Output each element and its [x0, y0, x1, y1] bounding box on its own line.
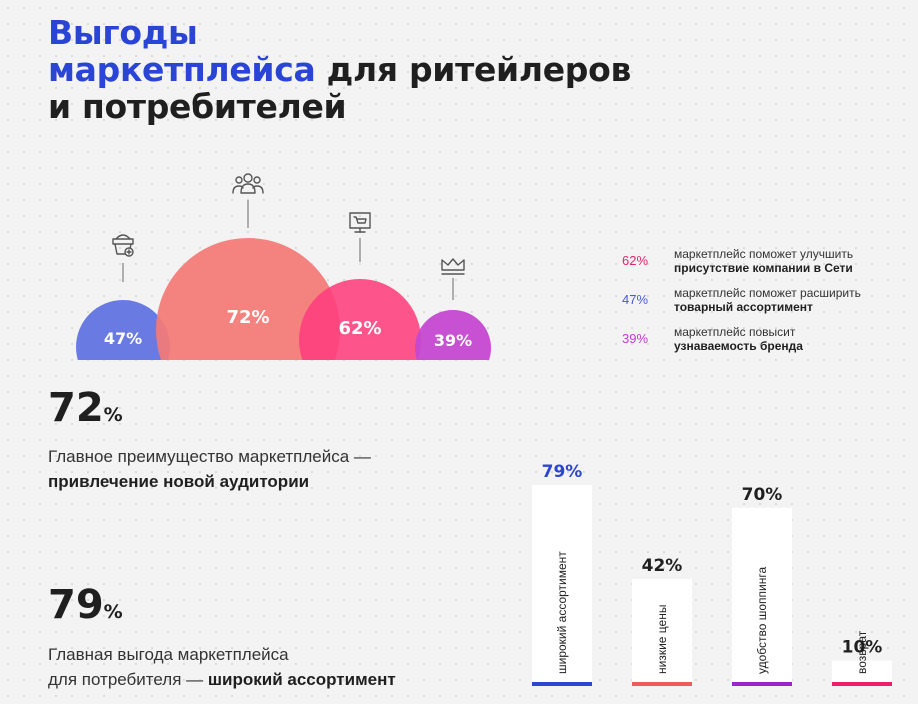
- legend-line-1: маркетплейс поможет улучшить: [674, 247, 854, 261]
- stat-79-unit: %: [103, 601, 123, 623]
- bar-chart: 79% широкий ассортимент 42% низкие цены 70% у…: [532, 462, 892, 686]
- audience-icon: [232, 173, 264, 194]
- bubble-47: [76, 300, 170, 360]
- title-line-1: Выгоды: [48, 13, 198, 52]
- shopping-basket-icon: [112, 234, 134, 257]
- bar: [732, 507, 792, 686]
- title-highlight: маркетплейса: [48, 50, 316, 89]
- legend-item: 62% маркетплейс поможет улучшить присутс…: [622, 247, 912, 275]
- title-line-2-rest: для ритейлеров: [315, 50, 632, 89]
- title-line-3: и потребителей: [48, 87, 347, 126]
- online-shop-icon: [349, 212, 371, 233]
- stat-72-description: Главное преимущество маркетплейса — прив…: [48, 444, 371, 494]
- bar: [632, 579, 692, 686]
- bubble-label-39: 39%: [434, 331, 472, 350]
- bar-baseline: [832, 682, 892, 686]
- bar-value-label: 10%: [842, 638, 883, 658]
- stat-72-unit: %: [103, 404, 123, 426]
- bar-baseline: [632, 682, 692, 686]
- bar-group: 10%возврат: [832, 630, 892, 686]
- legend-text: маркетплейс поможет улучшить присутствие…: [674, 247, 853, 275]
- stat-72-desc-line-2: привлечение новой аудитории: [48, 472, 310, 491]
- stat-79-desc-line-2: для потребителя —: [48, 670, 208, 689]
- stat-72-value: 72%: [48, 386, 123, 437]
- legend-line-2: товарный ассортимент: [674, 300, 813, 314]
- bar-group: 79% широкий ассортимент: [532, 462, 592, 686]
- bar: [832, 660, 892, 686]
- legend-line-2: узнаваемость бренда: [674, 339, 803, 353]
- bar-value-label: 79%: [542, 462, 583, 482]
- stat-79-desc-line-1: Главная выгода маркетплейса: [48, 645, 289, 664]
- stat-72-desc-line-1: Главное преимущество маркетплейса —: [48, 447, 371, 466]
- bar-baseline: [532, 682, 592, 686]
- bubble-label-72: 72%: [226, 307, 269, 328]
- bar-value-label: 42%: [642, 556, 683, 576]
- bubble-label-47: 47%: [104, 329, 142, 348]
- legend-line-2: присутствие компании в Сети: [674, 261, 853, 275]
- bubble-39: [415, 310, 491, 360]
- legend-text: маркетплейс поможет расширить товарный а…: [674, 286, 861, 314]
- bubble-legend: 62% маркетплейс поможет улучшить присутс…: [622, 247, 912, 364]
- legend-item: 39% маркетплейс повысит узнаваемость бре…: [622, 325, 912, 353]
- legend-line-1: маркетплейс поможет расширить: [674, 286, 861, 300]
- bubble-62: [299, 279, 421, 360]
- crown-icon: [441, 258, 465, 275]
- bar: [532, 485, 592, 686]
- bar-group: 70% удобство шоппинга: [732, 485, 792, 686]
- bubble-chart: 47% 72% 62% 39%: [76, 173, 491, 360]
- legend-value: 47%: [622, 292, 649, 307]
- bar-value-label: 70%: [742, 485, 783, 505]
- legend-value: 62%: [622, 253, 649, 268]
- legend-text: маркетплейс повысит узнаваемость бренда: [674, 325, 803, 353]
- legend-value: 39%: [622, 331, 649, 346]
- bubble-label-62: 62%: [338, 318, 381, 339]
- stat-72-number: 72: [48, 385, 104, 431]
- stat-79-description: Главная выгода маркетплейса для потребит…: [48, 642, 396, 692]
- legend-line-1: маркетплейс повысит: [674, 325, 796, 339]
- bar-baseline: [732, 682, 792, 686]
- bar-category-label: низкие цены: [655, 605, 669, 674]
- bar-category-label: возврат: [855, 630, 869, 674]
- page-title: Выгоды маркетплейса для ритейлеров и пот…: [48, 14, 631, 125]
- stat-79-desc-line-2-bold: широкий ассортимент: [207, 670, 396, 689]
- stat-79-number: 79: [48, 582, 104, 628]
- legend-item: 47% маркетплейс поможет расширить товарн…: [622, 286, 912, 314]
- title-line-2: маркетплейса для ритейлеров: [48, 51, 631, 88]
- bar-category-label: широкий ассортимент: [555, 551, 569, 674]
- bubble-72: [156, 238, 340, 360]
- bar-category-label: удобство шоппинга: [755, 567, 769, 675]
- bar-group: 42% низкие цены: [632, 556, 692, 686]
- stat-79-value: 79%: [48, 583, 123, 634]
